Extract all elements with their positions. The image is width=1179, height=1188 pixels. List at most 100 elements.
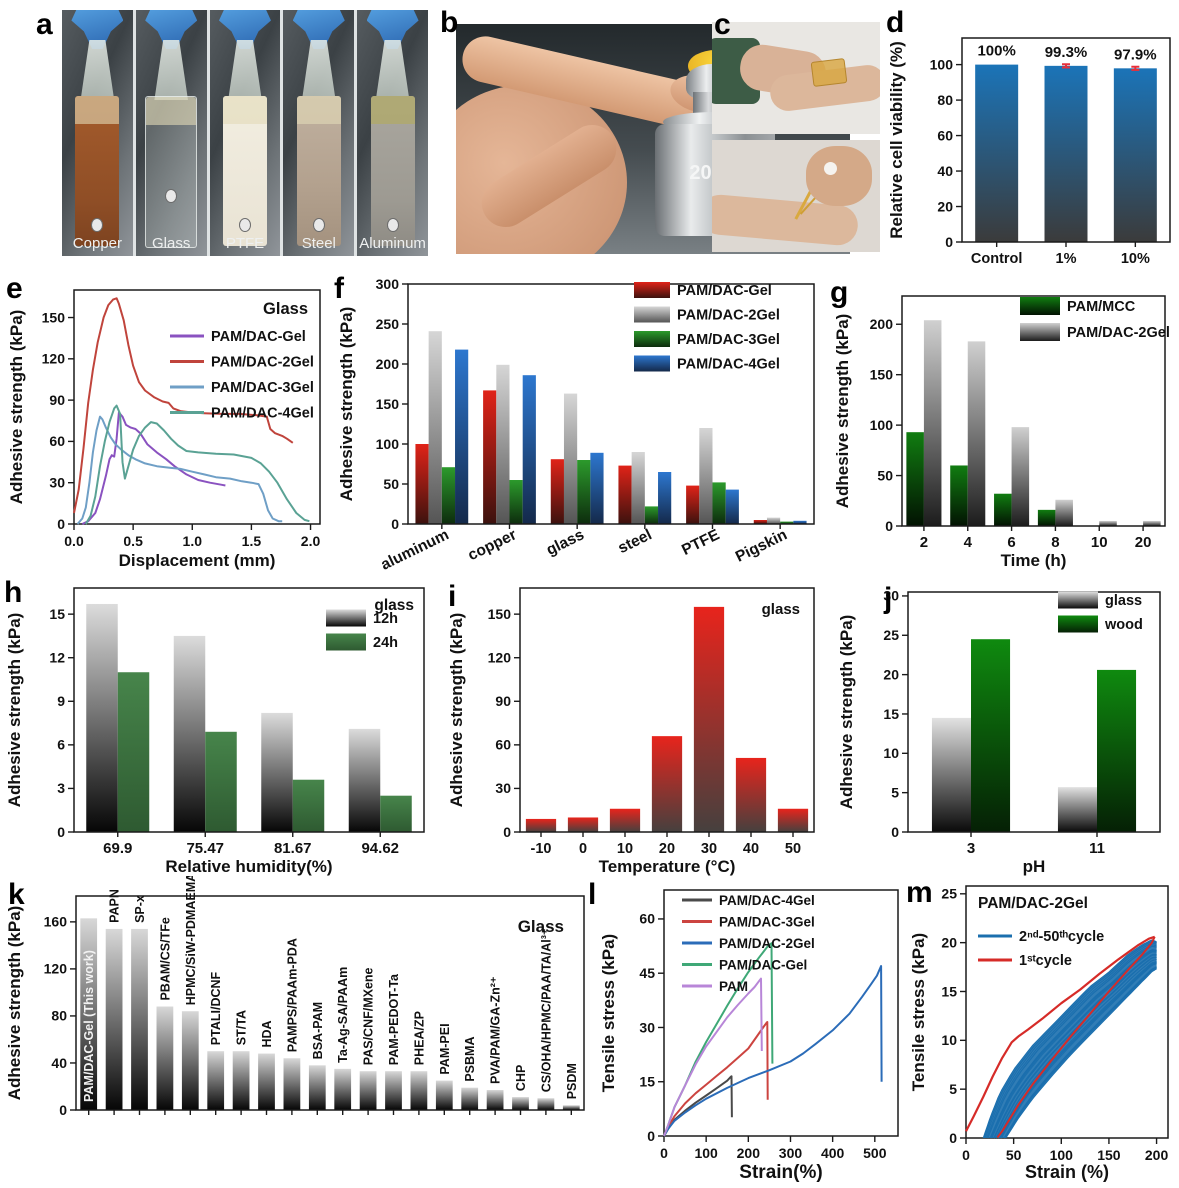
svg-text:5: 5 [949, 1081, 957, 1097]
svg-text:Strain (%): Strain (%) [1025, 1162, 1109, 1182]
svg-text:4: 4 [964, 534, 973, 551]
gel-cap [222, 96, 267, 124]
svg-text:250: 250 [376, 316, 400, 332]
svg-text:400: 400 [821, 1145, 845, 1161]
svg-text:0: 0 [647, 1128, 655, 1144]
hole [238, 218, 251, 232]
svg-text:200: 200 [870, 316, 894, 332]
svg-text:40: 40 [743, 841, 759, 857]
glass-strip [145, 96, 198, 248]
svg-text:200: 200 [376, 356, 400, 372]
hole [91, 218, 104, 232]
gel-patch [810, 58, 848, 87]
svg-text:15: 15 [49, 606, 65, 622]
chart-svg-h: 0 3 6 9 12 15 Adhesive strength (kPa) Relative … [5, 587, 425, 876]
svg-text:0: 0 [579, 841, 587, 857]
panel-letter-e: e [6, 272, 23, 305]
svg-text:200: 200 [737, 1145, 761, 1161]
svg-text:75.47: 75.47 [186, 840, 224, 857]
svg-text:PAM/DAC-Gel (This work): PAM/DAC-Gel (This work) [82, 950, 96, 1102]
svg-text:10: 10 [617, 841, 633, 857]
svg-text:glass: glass [1105, 593, 1142, 609]
chart-svg-i: 0 30 60 90 120 150 Adhesive strength (kPa) Temp… [447, 587, 815, 876]
panel-letter-g: g [830, 276, 849, 309]
svg-text:60: 60 [495, 737, 511, 753]
svg-text:PBAM/CS/TFe: PBAM/CS/TFe [158, 917, 172, 1000]
svg-text:80: 80 [937, 92, 953, 108]
copper-strip [75, 96, 120, 246]
svg-text:0: 0 [391, 516, 399, 532]
svg-text:90: 90 [495, 693, 511, 709]
svg-text:PAM/DAC-Gel: PAM/DAC-Gel [211, 329, 306, 345]
svg-text:Adhesive strength (kPa): Adhesive strength (kPa) [5, 613, 24, 808]
substrate-aluminum: Aluminum [357, 10, 428, 256]
chart-svg-k: PAM/DAC-Gel (This work) PAPN SP-x PBAM/CS/T… [5, 847, 585, 1118]
svg-text:3: 3 [57, 780, 65, 796]
panel-letter-l: l [588, 878, 597, 911]
svg-text:45: 45 [639, 965, 655, 981]
gel-cap [75, 96, 120, 124]
svg-text:10: 10 [883, 745, 899, 761]
substrate-steel: Steel [283, 10, 355, 256]
svg-text:PAPN: PAPN [108, 889, 122, 923]
svg-text:PSDM: PSDM [565, 1063, 579, 1099]
gel-cap [146, 97, 197, 125]
svg-text:Strain(%): Strain(%) [739, 1162, 822, 1183]
panel-letter-b: b [440, 6, 459, 39]
gel-cone [375, 40, 410, 100]
chart-adhesion-time: 0 50 100 150 200 Adhesive strength (kPa) Time … [828, 270, 1179, 572]
svg-text:0.5: 0.5 [123, 533, 143, 549]
svg-text:Tensile stress (kPa): Tensile stress (kPa) [599, 934, 618, 1092]
svg-text:12: 12 [49, 650, 65, 666]
svg-text:PAM/DAC-2Gel: PAM/DAC-2Gel [211, 355, 314, 371]
hole [312, 218, 325, 232]
hole [165, 189, 178, 203]
svg-text:Adhesive strength (kPa): Adhesive strength (kPa) [833, 314, 852, 509]
svg-text:1%: 1% [1056, 251, 1077, 267]
svg-text:PAM/DAC-2Gel: PAM/DAC-2Gel [719, 936, 815, 951]
svg-text:Glass: Glass [263, 300, 308, 318]
panel-c-photo [706, 0, 882, 262]
svg-text:20: 20 [937, 198, 953, 214]
svg-text:6: 6 [1007, 534, 1015, 551]
panel-letter-h: h [4, 576, 23, 609]
svg-text:PHEA/ZP: PHEA/ZP [412, 1011, 426, 1065]
gel-cone [80, 40, 115, 100]
substrate-caption: Aluminum [359, 235, 426, 252]
svg-text:120: 120 [44, 961, 68, 977]
chart-svg-g: 0 50 100 150 200 Adhesive strength (kPa) Time … [833, 295, 1170, 570]
svg-text:160: 160 [44, 914, 68, 930]
svg-text:24h: 24h [373, 635, 398, 651]
svg-text:60: 60 [49, 433, 65, 449]
svg-text:94.62: 94.62 [361, 840, 399, 857]
svg-text:2ⁿᵈ-50ᵗʰcycle: 2ⁿᵈ-50ᵗʰcycle [1019, 929, 1104, 945]
svg-text:glass: glass [762, 601, 800, 618]
svg-text:90: 90 [49, 392, 65, 408]
substrate-caption: Glass [152, 235, 191, 252]
ptfe-strip [222, 96, 267, 246]
panel-letter-c: c [714, 8, 731, 41]
svg-text:SP-x: SP-x [133, 895, 147, 923]
svg-text:100: 100 [694, 1145, 718, 1161]
panel-letter-j: j [884, 582, 893, 615]
svg-text:30: 30 [49, 475, 65, 491]
substrate-caption: Steel [301, 235, 336, 252]
svg-text:0: 0 [945, 234, 953, 250]
cotton-swab [824, 162, 837, 175]
svg-text:60: 60 [639, 911, 655, 927]
svg-text:PAM/DAC-Gel: PAM/DAC-Gel [677, 283, 772, 299]
svg-text:99.3%: 99.3% [1045, 44, 1088, 61]
svg-text:PTFE: PTFE [679, 526, 722, 559]
svg-text:30: 30 [495, 780, 511, 796]
chart-tensile-stress-strain: 0 15 30 45 60 Tensile stress (kPa) Strain(%) 0 1… [598, 876, 910, 1188]
svg-text:Adhesive strength (kPa): Adhesive strength (kPa) [7, 310, 26, 505]
svg-text:12h: 12h [373, 611, 398, 627]
panel-letter-k: k [8, 878, 25, 911]
svg-text:Tensile stress (kPa): Tensile stress (kPa) [910, 933, 928, 1091]
svg-text:10: 10 [1091, 534, 1108, 551]
panel-letter-d: d [886, 6, 905, 39]
svg-text:150: 150 [376, 396, 400, 412]
svg-text:20: 20 [941, 934, 957, 950]
svg-text:0: 0 [962, 1147, 970, 1163]
